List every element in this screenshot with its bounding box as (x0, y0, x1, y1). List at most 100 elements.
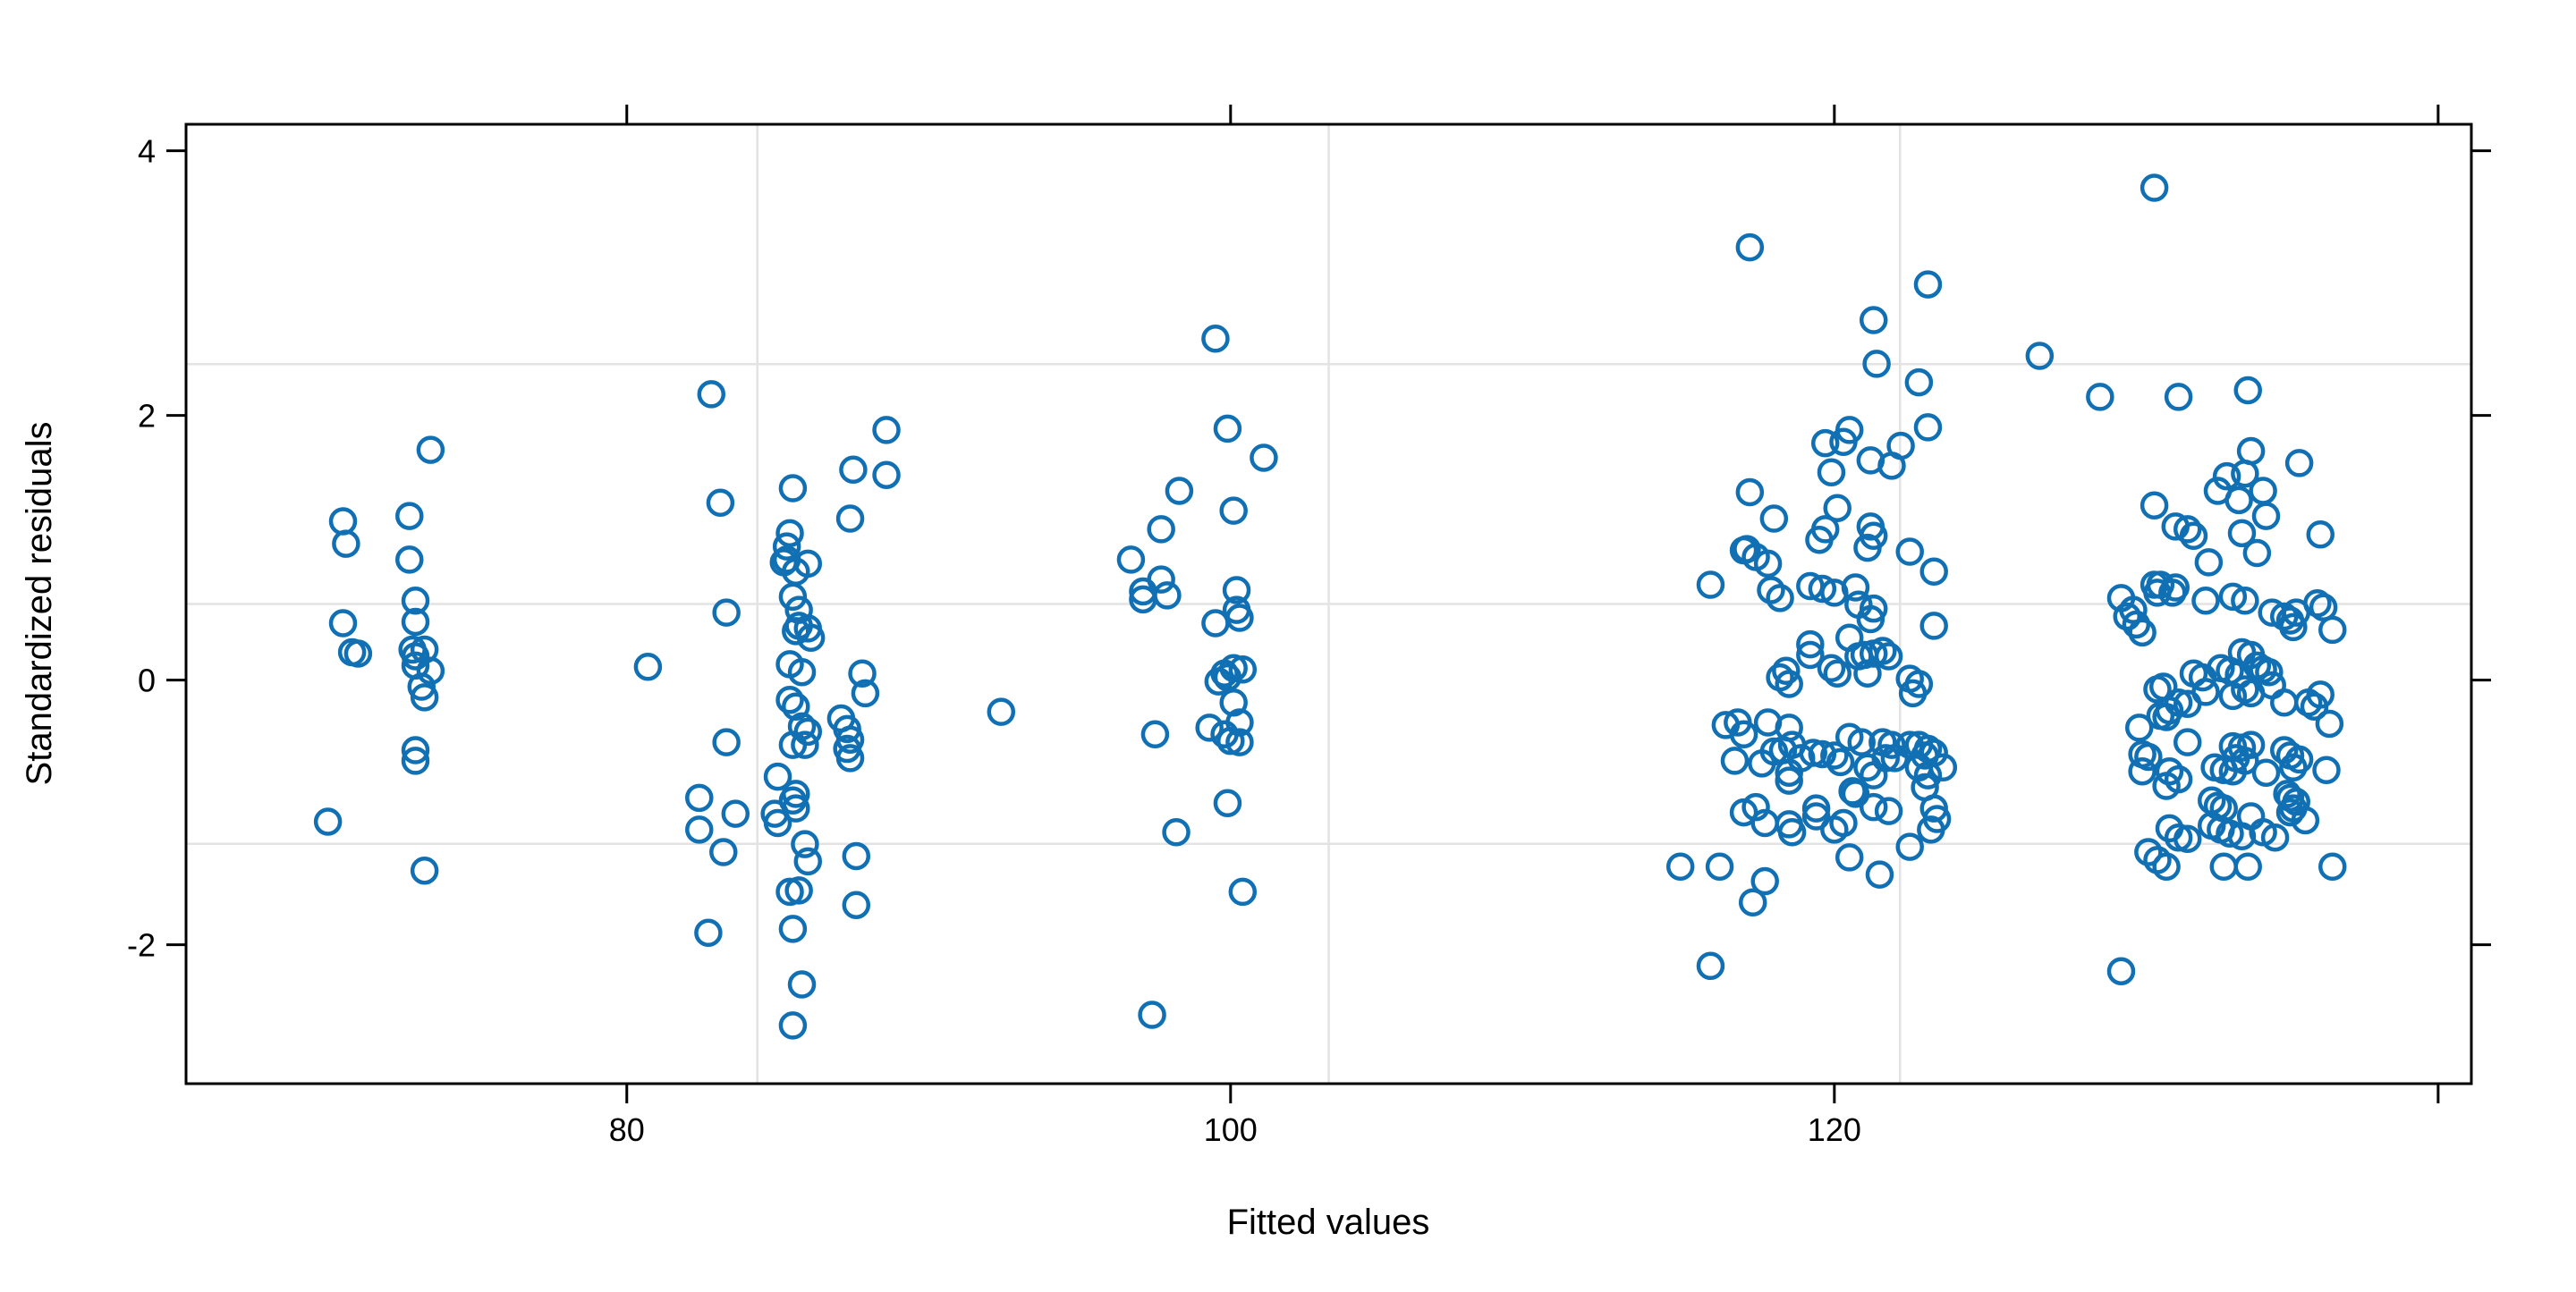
data-point (778, 730, 808, 759)
data-point (2275, 798, 2305, 827)
y-tick-label: 2 (138, 398, 156, 435)
x-tick-label: 80 (609, 1111, 645, 1148)
data-point (401, 587, 430, 615)
data-point (784, 876, 813, 905)
data-point (328, 609, 358, 638)
data-point (328, 507, 358, 536)
data-point (416, 656, 445, 685)
data-point (2207, 654, 2235, 683)
data-point (842, 891, 871, 919)
data-point (2124, 714, 2154, 742)
data-point (313, 807, 343, 836)
data-point (1741, 792, 1770, 822)
data-point (1805, 525, 1834, 554)
data-point (2113, 602, 2141, 631)
data-point (685, 815, 714, 844)
data-point (787, 657, 817, 687)
data-point (1195, 714, 1224, 742)
data-point (2231, 587, 2259, 615)
data-point (2242, 538, 2272, 568)
data-point (839, 455, 868, 485)
data-point (1808, 739, 1837, 769)
data-point (685, 783, 714, 813)
data-point (1796, 629, 1825, 659)
data-point (2231, 459, 2259, 488)
data-point (1913, 761, 1943, 790)
data-point (1201, 325, 1230, 353)
data-point (2122, 610, 2151, 639)
data-point (2152, 852, 2181, 882)
data-point (1895, 537, 1924, 566)
data-point (1796, 640, 1825, 670)
data-point (2152, 772, 2181, 800)
data-point (2318, 615, 2347, 645)
data-point (1735, 477, 1765, 507)
data-point (2227, 519, 2257, 548)
data-point (872, 416, 901, 444)
data-point (1213, 789, 1242, 817)
data-point (1772, 656, 1801, 685)
data-point (1696, 570, 1725, 599)
data-point (2134, 742, 2163, 772)
data-point (721, 799, 750, 828)
data-point (1868, 637, 1897, 665)
data-point (851, 679, 880, 708)
data-point (1228, 877, 1258, 907)
data-point (2212, 461, 2241, 491)
data-point (1856, 604, 1885, 634)
y-tick-label: -2 (127, 927, 156, 964)
data-point (1820, 741, 1849, 770)
data-point (401, 607, 430, 637)
x-tick-label: 120 (1808, 1111, 1861, 1148)
data-point (1817, 458, 1846, 486)
data-point (763, 762, 792, 791)
x-axis-title: Fitted values (1227, 1203, 1430, 1242)
data-point (2140, 491, 2169, 519)
data-point (1871, 744, 1900, 773)
data-point (2143, 578, 2172, 607)
data-point (1835, 843, 1864, 872)
data-point (2164, 383, 2193, 411)
data-point (835, 744, 865, 773)
data-point (1898, 679, 1928, 708)
data-point (401, 747, 430, 775)
data-point (1729, 720, 1758, 749)
data-point (410, 683, 439, 712)
data-point (2279, 612, 2308, 642)
data-point (1817, 654, 1846, 683)
data-point (1222, 576, 1251, 604)
data-point (2128, 618, 2157, 647)
data-point (1213, 663, 1242, 692)
data-point (1853, 533, 1882, 562)
data-point (2155, 756, 2184, 786)
data-point (2255, 657, 2284, 687)
data-point (2173, 824, 2202, 853)
data-point (1913, 413, 1943, 442)
data-point (694, 918, 723, 948)
data-point (712, 598, 741, 627)
data-point (1874, 642, 1903, 671)
data-point (1859, 792, 1888, 822)
data-point (775, 686, 804, 714)
data-point (2173, 515, 2202, 544)
data-point (2025, 342, 2055, 370)
data-point (2140, 173, 2169, 202)
grid-layer (186, 124, 2471, 1084)
data-point (1116, 545, 1146, 574)
data-point (791, 730, 819, 759)
data-point (1753, 549, 1783, 578)
data-point (1775, 758, 1803, 787)
data-point (1140, 720, 1170, 749)
data-point (1766, 584, 1794, 612)
data-point (793, 847, 823, 876)
data-point (1775, 670, 1803, 698)
data-point (395, 502, 424, 530)
data-point (1823, 494, 1852, 522)
data-point (1775, 714, 1803, 742)
data-point (1917, 815, 1945, 844)
data-point (2191, 587, 2220, 615)
data-point (778, 582, 808, 612)
data-point (1919, 612, 1948, 640)
